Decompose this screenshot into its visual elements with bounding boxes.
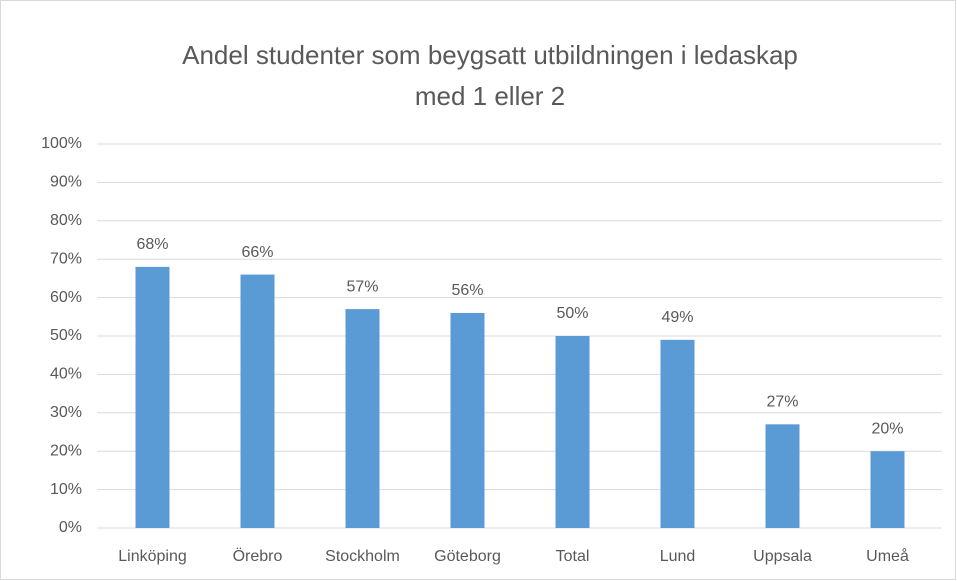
y-tick-label: 20% <box>50 442 82 459</box>
y-tick-label: 90% <box>50 174 82 191</box>
data-label: 49% <box>661 309 693 326</box>
y-tick-label: 30% <box>50 404 82 421</box>
data-label: 50% <box>556 305 588 322</box>
y-tick-label: 70% <box>50 250 82 267</box>
y-tick-label: 60% <box>50 289 82 306</box>
data-label: 66% <box>241 244 273 261</box>
y-tick-label: 80% <box>50 212 82 229</box>
x-tick-label: Göteborg <box>434 548 501 565</box>
chart-title: Andel studenter som beygsatt utbildninge… <box>182 40 798 70</box>
bar <box>240 274 275 528</box>
x-tick-label: Örebro <box>233 547 283 565</box>
y-tick-label: 100% <box>41 135 82 152</box>
x-tick-label: Total <box>556 548 590 565</box>
y-tick-label: 0% <box>59 519 82 536</box>
x-tick-label: Lund <box>660 548 696 565</box>
chart-title: med 1 eller 2 <box>415 81 565 111</box>
y-tick-label: 40% <box>50 366 82 383</box>
data-label: 57% <box>346 278 378 295</box>
bar <box>555 336 590 528</box>
x-tick-label: Umeå <box>866 547 909 565</box>
y-tick-label: 50% <box>50 327 82 344</box>
data-label: 20% <box>871 420 903 437</box>
data-label: 68% <box>136 236 168 253</box>
bar <box>870 451 905 528</box>
bar <box>345 309 380 528</box>
bar <box>765 424 800 528</box>
bar <box>660 339 695 528</box>
bar <box>450 312 485 528</box>
x-tick-label: Linköping <box>118 548 187 565</box>
data-label: 56% <box>451 282 483 299</box>
y-tick-label: 10% <box>50 481 82 498</box>
data-label: 27% <box>766 394 798 411</box>
bar <box>135 266 170 528</box>
x-tick-label: Uppsala <box>753 548 812 565</box>
x-tick-label: Stockholm <box>325 548 400 565</box>
